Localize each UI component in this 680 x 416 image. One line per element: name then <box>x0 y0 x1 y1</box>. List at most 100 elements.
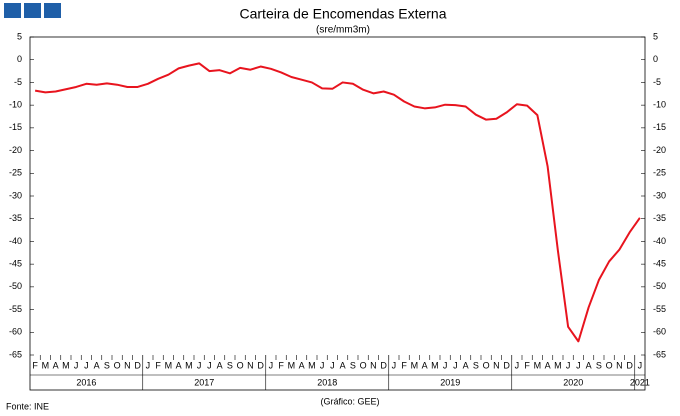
x-tick-label: O <box>237 360 244 370</box>
y2-tick-label: -30 <box>653 190 666 200</box>
x-tick-label: F <box>155 360 161 370</box>
x-tick-label: M <box>288 360 296 370</box>
x-tick-label: D <box>380 360 387 370</box>
y-tick-label: -40 <box>9 236 22 246</box>
x-tick-label: J <box>146 360 151 370</box>
credit: (Gráfico: GEE) <box>320 396 379 406</box>
x-tick-label: N <box>370 360 377 370</box>
y-tick-label: -25 <box>9 168 22 178</box>
x-tick-label: J <box>566 360 571 370</box>
x-tick-label: J <box>269 360 274 370</box>
x-tick-label: N <box>124 360 131 370</box>
x-tick-label: A <box>94 360 100 370</box>
y-tick-label: -5 <box>14 77 22 87</box>
x-tick-label: D <box>503 360 510 370</box>
x-tick-label: A <box>217 360 223 370</box>
y2-tick-label: -5 <box>653 77 661 87</box>
x-tick-label: S <box>227 360 233 370</box>
y-tick-label: -10 <box>9 100 22 110</box>
y2-tick-label: -55 <box>653 304 666 314</box>
x-tick-label: O <box>483 360 490 370</box>
x-tick-label: J <box>453 360 458 370</box>
logo-square <box>24 3 41 18</box>
y2-tick-label: -25 <box>653 168 666 178</box>
x-tick-label: M <box>431 360 439 370</box>
x-tick-label: J <box>197 360 202 370</box>
year-label: 2019 <box>440 377 460 387</box>
x-tick-label: S <box>596 360 602 370</box>
y-tick-label: 5 <box>17 31 22 41</box>
x-tick-label: A <box>299 360 305 370</box>
x-tick-label: A <box>586 360 592 370</box>
x-tick-label: N <box>493 360 500 370</box>
year-label: 2017 <box>194 377 214 387</box>
x-tick-label: F <box>278 360 284 370</box>
y-tick-label: 0 <box>17 54 22 64</box>
y-tick-label: -30 <box>9 190 22 200</box>
year-label: 2018 <box>317 377 337 387</box>
x-tick-label: M <box>554 360 562 370</box>
x-tick-label: A <box>176 360 182 370</box>
x-tick-label: J <box>638 360 643 370</box>
year-label: 2021 <box>630 377 650 387</box>
x-tick-label: J <box>207 360 212 370</box>
x-tick-label: M <box>42 360 50 370</box>
y-tick-label: -50 <box>9 281 22 291</box>
x-tick-label: F <box>401 360 407 370</box>
x-tick-label: D <box>626 360 633 370</box>
y-tick-label: -15 <box>9 122 22 132</box>
y-tick-label: -35 <box>9 213 22 223</box>
x-tick-label: J <box>320 360 325 370</box>
source: Fonte: INE <box>6 401 49 411</box>
y-tick-label: -20 <box>9 145 22 155</box>
y-tick-label: -45 <box>9 259 22 269</box>
y2-tick-label: -15 <box>653 122 666 132</box>
y2-tick-label: 0 <box>653 54 658 64</box>
x-tick-label: O <box>360 360 367 370</box>
y2-tick-label: -60 <box>653 327 666 337</box>
x-tick-label: D <box>134 360 141 370</box>
x-tick-label: N <box>247 360 254 370</box>
x-tick-label: A <box>463 360 469 370</box>
x-tick-label: O <box>606 360 613 370</box>
x-tick-label: S <box>104 360 110 370</box>
x-tick-label: J <box>74 360 79 370</box>
y2-tick-label: -40 <box>653 236 666 246</box>
x-tick-label: J <box>515 360 520 370</box>
x-tick-label: F <box>32 360 38 370</box>
x-tick-label: F <box>524 360 530 370</box>
x-tick-label: J <box>576 360 581 370</box>
x-tick-label: M <box>165 360 173 370</box>
y2-tick-label: -50 <box>653 281 666 291</box>
x-tick-label: J <box>443 360 448 370</box>
x-tick-label: A <box>545 360 551 370</box>
x-tick-label: D <box>257 360 264 370</box>
x-tick-label: M <box>534 360 542 370</box>
y2-tick-label: -10 <box>653 100 666 110</box>
x-tick-label: A <box>340 360 346 370</box>
x-tick-label: N <box>616 360 623 370</box>
x-tick-label: S <box>350 360 356 370</box>
chart-title: Carteira de Encomendas Externa <box>240 6 447 22</box>
chart-subtitle: (sre/mm3m) <box>316 25 370 36</box>
x-tick-label: A <box>53 360 59 370</box>
x-tick-label: J <box>84 360 89 370</box>
x-tick-label: M <box>308 360 316 370</box>
x-tick-label: M <box>62 360 70 370</box>
y-tick-label: -55 <box>9 304 22 314</box>
y2-tick-label: 5 <box>653 31 658 41</box>
year-label: 2020 <box>563 377 583 387</box>
x-tick-label: A <box>422 360 428 370</box>
x-tick-label: J <box>392 360 397 370</box>
y-tick-label: -60 <box>9 327 22 337</box>
x-tick-label: O <box>114 360 121 370</box>
x-tick-label: M <box>185 360 193 370</box>
logo-square <box>44 3 61 18</box>
x-tick-label: S <box>473 360 479 370</box>
x-tick-label: J <box>330 360 335 370</box>
y2-tick-label: -20 <box>653 145 666 155</box>
y2-tick-label: -65 <box>653 349 666 359</box>
logo-square <box>4 3 21 18</box>
x-tick-label: M <box>411 360 419 370</box>
